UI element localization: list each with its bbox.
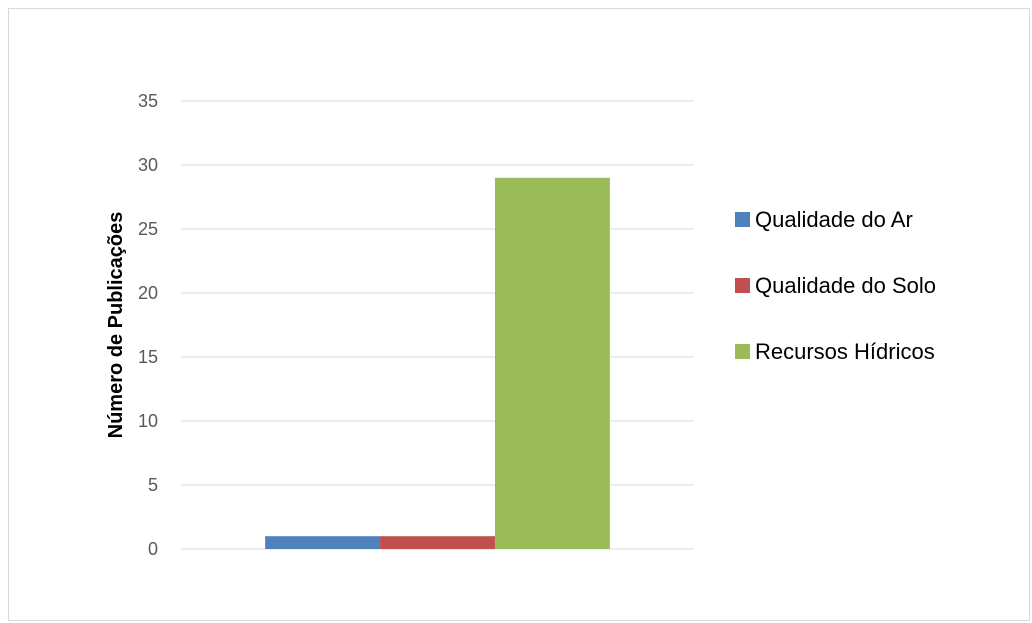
y-tick-label: 10	[138, 411, 158, 431]
y-tick-label: 0	[148, 539, 158, 559]
bars	[265, 177, 610, 550]
legend-label: Qualidade do Solo	[755, 273, 936, 298]
legend-swatch	[735, 212, 750, 227]
y-tick-label: 30	[138, 155, 158, 175]
legend-label: Recursos Hídricos	[755, 339, 935, 364]
legend-swatch	[735, 278, 750, 293]
y-axis-ticks: 0 5 10 15 20 25 30 35	[138, 91, 158, 559]
legend: Qualidade do Ar Qualidade do Solo Recursos…	[735, 207, 936, 364]
y-tick-label: 5	[148, 475, 158, 495]
bar-recursos-hidricos	[494, 177, 610, 550]
legend-label: Qualidade do Ar	[755, 207, 913, 232]
gridlines	[181, 100, 694, 550]
legend-item: Recursos Hídricos	[735, 339, 935, 364]
y-tick-label: 20	[138, 283, 158, 303]
bar-qualidade-do-ar	[265, 536, 381, 549]
y-axis-title: Número de Publicações	[105, 212, 127, 439]
y-tick-label: 15	[138, 347, 158, 367]
y-tick-label: 25	[138, 219, 158, 239]
y-tick-label: 35	[138, 91, 158, 111]
legend-swatch	[735, 344, 750, 359]
legend-item: Qualidade do Solo	[735, 273, 936, 298]
bar-qualidade-do-solo	[380, 536, 495, 549]
legend-item: Qualidade do Ar	[735, 207, 913, 232]
